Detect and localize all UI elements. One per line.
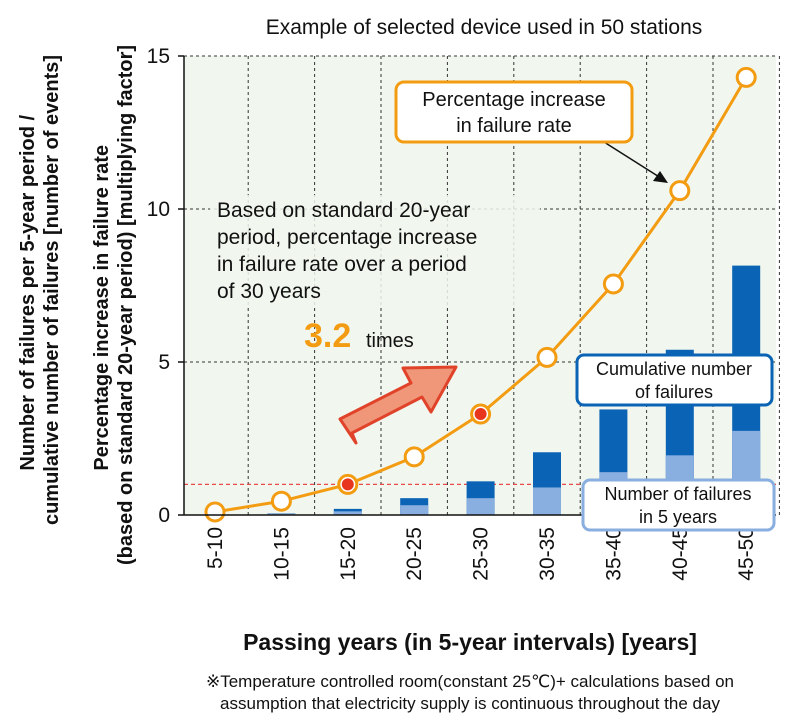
x-tick-label: 30-35 — [536, 527, 559, 581]
bar-five-year — [466, 498, 495, 515]
footnote-line: ※Temperature controlled room(constant 25… — [206, 672, 734, 691]
bar-five-year — [533, 487, 561, 515]
line-series-group — [204, 66, 757, 523]
line-point — [735, 66, 757, 88]
multiplier-value: 3.2 — [304, 317, 351, 355]
line-point-highlight — [341, 478, 354, 491]
y-tick-label: 0 — [158, 504, 170, 527]
rate-callout-pointer — [603, 141, 665, 181]
x-tick-label: 20-25 — [403, 527, 426, 581]
rate-callout: Percentage increase in failure rate — [394, 80, 668, 183]
x-tick-label: 5-10 — [204, 527, 227, 569]
five-year-callout: Number of failures in 5 years — [581, 478, 776, 532]
chart-title: Example of selected device used in 50 st… — [266, 16, 703, 39]
increase-arrow — [338, 365, 458, 445]
line-point — [602, 273, 624, 295]
cumulative-callout-line: of failures — [635, 382, 713, 402]
cumulative-callout: Cumulative number of failures — [575, 353, 774, 407]
bar-five-year — [400, 505, 429, 515]
x-axis-label: Passing years (in 5-year intervals) [yea… — [243, 629, 697, 655]
line-point — [403, 446, 425, 468]
line-point — [669, 180, 691, 202]
rate-callout-box — [394, 80, 634, 144]
x-tick-label: 25-30 — [470, 527, 493, 581]
x-tick-label: 35-40 — [602, 527, 625, 581]
cumulative-callout-box — [575, 353, 774, 407]
bar-five-year — [333, 511, 362, 515]
main-note: Based on standard 20-year period, percen… — [210, 195, 540, 305]
x-tick-label: 10-15 — [270, 527, 293, 581]
line-point-highlight — [474, 408, 487, 421]
main-note-line: in failure rate over a period — [217, 253, 467, 276]
five-year-callout-line: Number of failures — [604, 484, 751, 504]
cumulative-callout-line: Cumulative number — [596, 359, 752, 379]
five-year-callout-box — [581, 478, 776, 532]
y-ticks-group: 0 5 10 15 — [147, 45, 184, 527]
x-ticks-group: 5-10 10-15 15-20 20-25 25-30 30-35 35-40 40-45 4… — [204, 527, 758, 581]
main-note-line: of 30 years — [217, 280, 321, 303]
y-axis-label-outer: Number of failures per 5-year period / c… — [17, 55, 63, 525]
multiplier-unit: times — [366, 330, 414, 352]
x-tick-label: 45-50 — [735, 527, 758, 581]
rate-callout-arrowhead — [653, 171, 668, 183]
line-point — [270, 490, 292, 512]
y-tick-label: 5 — [158, 351, 170, 374]
y-tick-label: 15 — [147, 45, 170, 68]
line-point — [204, 501, 226, 523]
main-note-line: Based on standard 20-year — [217, 199, 470, 222]
x-tick-label: 40-45 — [669, 527, 692, 581]
main-note-line: period, percentage increase — [217, 226, 477, 249]
y-tick-label: 10 — [147, 198, 170, 221]
y-axis-label-inner: Percentage increase in failure rate (bas… — [91, 45, 137, 565]
rate-callout-line: Percentage increase — [422, 89, 605, 111]
x-tick-label: 15-20 — [337, 527, 360, 581]
line-point — [536, 346, 558, 368]
rate-callout-line: in failure rate — [456, 115, 572, 137]
footnote-line: assumption that electricity supply is co… — [220, 694, 720, 713]
five-year-callout-line: in 5 years — [639, 507, 717, 527]
